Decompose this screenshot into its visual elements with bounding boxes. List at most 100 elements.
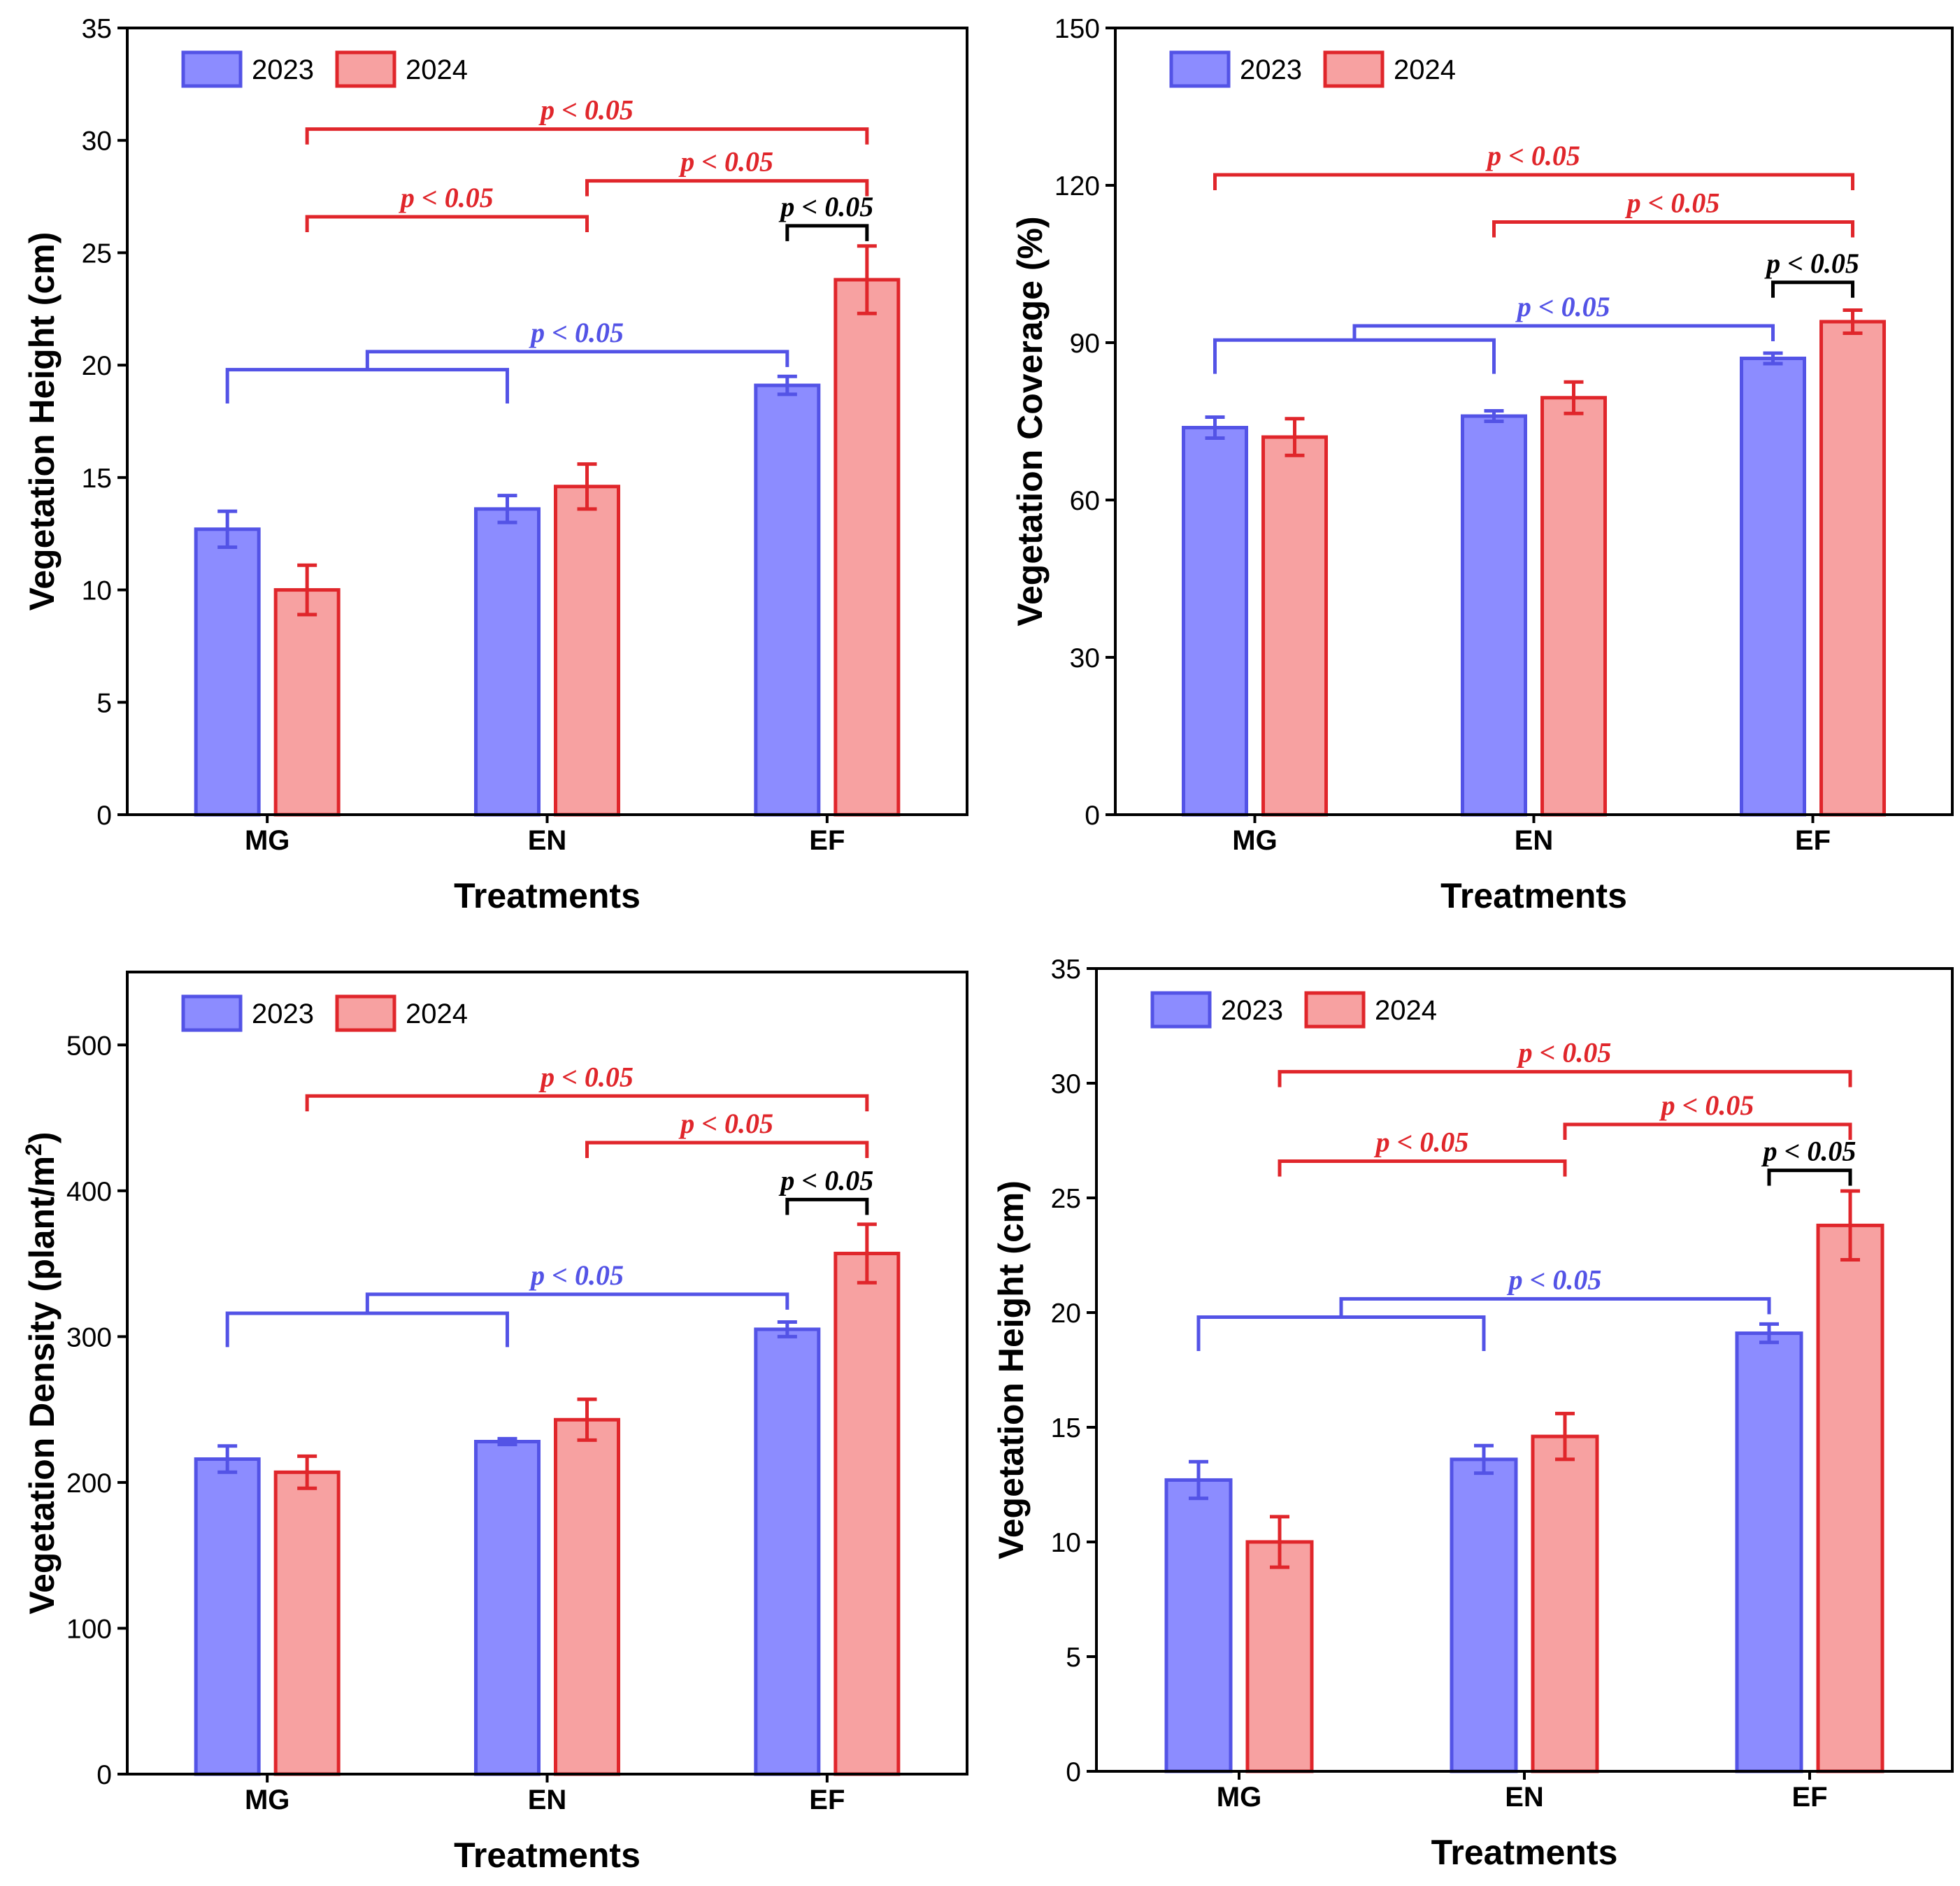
- significance-label: p < 0.05: [1625, 187, 1720, 219]
- x-tick-label-MG: MG: [1217, 1782, 1261, 1813]
- y-tick-label: 10: [1051, 1528, 1081, 1558]
- x-tick-label-MG: MG: [1232, 825, 1277, 856]
- significance-bracket-4: p < 0.05: [1213, 291, 1775, 374]
- y-axis-title-superscript: 2: [21, 1143, 46, 1156]
- legend-swatch-2023: [181, 994, 243, 1032]
- bracket-group-line: [1196, 1315, 1486, 1351]
- error-bar-2023-MG: [1189, 1459, 1208, 1501]
- y-tick-label: 0: [96, 1760, 112, 1790]
- error-bar-2024-EN: [1564, 380, 1584, 415]
- bar-2023-EN: [1461, 414, 1527, 817]
- bar-2023-MG: [1164, 1478, 1233, 1773]
- x-tick-label-MG: MG: [245, 1785, 289, 1815]
- bar-2024-EF: [1819, 320, 1886, 817]
- y-tick-label: 100: [66, 1614, 112, 1644]
- y-tick-label: 15: [82, 464, 112, 494]
- error-bar-2023-EN: [1484, 409, 1504, 423]
- x-tick-label-MG: MG: [245, 825, 289, 856]
- y-axis-title-main: Vegetation Height (cm): [992, 1180, 1031, 1559]
- y-tick-label: 20: [1051, 1299, 1081, 1329]
- y-tick-label: 120: [1054, 171, 1100, 201]
- significance-bracket-2: p < 0.05: [1563, 1090, 1852, 1141]
- error-bar-2024-MG: [297, 563, 317, 617]
- significance-label: p < 0.05: [538, 94, 634, 126]
- legend-swatch-2024: [335, 50, 396, 88]
- legend: 2023 2024: [181, 50, 468, 88]
- x-axis-title: Treatments: [1431, 1833, 1618, 1872]
- y-tick-label: 400: [66, 1177, 112, 1207]
- bracket-line: [305, 127, 869, 145]
- significance-bracket-2: p < 0.05: [585, 146, 869, 197]
- bracket-line: [1278, 1159, 1567, 1177]
- legend-label-2023: 2023: [1221, 995, 1283, 1026]
- y-axis-title: Vegetation Density (plant/m2): [21, 1131, 62, 1614]
- significance-bracket-4: p < 0.05: [778, 191, 873, 241]
- x-tick-label-EN: EN: [1515, 825, 1554, 856]
- bracket-group-line: [225, 368, 509, 403]
- bar-2024-EN: [554, 1417, 620, 1776]
- y-tick-label: 0: [1066, 1757, 1081, 1787]
- significance-bracket-1: p < 0.05: [1213, 140, 1854, 190]
- significance-label: p < 0.05: [678, 146, 773, 178]
- x-tick-label-EN: EN: [528, 1785, 567, 1815]
- y-tick-label: 30: [1070, 643, 1100, 673]
- bracket-line: [1767, 1169, 1852, 1186]
- significance-bracket-2: p < 0.05: [585, 1108, 869, 1158]
- bar-2023-EF: [754, 1327, 821, 1776]
- error-bar-2023-EF: [1759, 1322, 1779, 1345]
- error-bar-2024-EF: [1840, 1189, 1860, 1262]
- chart-panel-1: 0 5 10 15 20 25 30 35 MG EN EF Treatments Vegetation…: [22, 14, 968, 915]
- legend: 2023 2024: [1150, 991, 1437, 1029]
- y-tick-label: 35: [1051, 955, 1081, 985]
- y-tick-label: 200: [66, 1469, 112, 1499]
- significance-bracket-1: p < 0.05: [1278, 1037, 1852, 1087]
- bracket-line: [585, 1141, 869, 1158]
- significance-bracket-1: p < 0.05: [305, 94, 869, 145]
- significance-label: p < 0.05: [1659, 1090, 1754, 1121]
- significance-label: p < 0.05: [399, 182, 494, 213]
- y-tick-label: 5: [1066, 1643, 1081, 1673]
- chart-panel-3: 0 100 200 300 400 500 MG EN EF Treatments Vegetati…: [21, 971, 968, 1875]
- significance-label: p < 0.05: [1761, 1136, 1857, 1167]
- bracket-line: [1278, 1070, 1852, 1087]
- bracket-link-line: [1339, 1296, 1771, 1317]
- legend-label-2024: 2024: [1375, 995, 1437, 1026]
- error-bar-2024-EF: [857, 244, 877, 315]
- bar-2024-MG: [1261, 435, 1328, 817]
- error-bar-2024-EF: [857, 1222, 877, 1285]
- error-bar-2023-EF: [777, 374, 797, 397]
- legend-label-2024: 2024: [1394, 55, 1456, 85]
- bar-2024-MG: [1245, 1540, 1314, 1773]
- error-bar-2024-MG: [297, 1454, 317, 1490]
- x-axis-title: Treatments: [454, 876, 641, 915]
- y-axis-title: Vegetation Height (cm): [992, 1180, 1031, 1559]
- x-axis-title: Treatments: [454, 1836, 641, 1875]
- significance-bracket-5: p < 0.05: [225, 317, 789, 403]
- bar-2023-MG: [194, 1457, 261, 1776]
- y-tick-label: 10: [82, 576, 112, 606]
- error-bar-2023-MG: [217, 509, 238, 549]
- legend-label-2023: 2023: [252, 999, 314, 1029]
- legend-swatch-2024: [335, 994, 396, 1032]
- significance-label: p < 0.05: [778, 191, 873, 222]
- bracket-line: [1563, 1122, 1852, 1141]
- significance-bracket-3: p < 0.05: [778, 1164, 873, 1215]
- error-bar-2024-EN: [577, 462, 597, 511]
- y-tick-label: 25: [82, 238, 112, 269]
- y-axis-title-main: Vegetation Height (cm): [22, 232, 62, 611]
- bracket-group-line: [225, 1311, 509, 1348]
- error-bar-2024-MG: [1285, 417, 1305, 457]
- significance-label: p < 0.05: [778, 1164, 873, 1196]
- significance-label: p < 0.05: [529, 317, 624, 348]
- x-tick-label-EF: EF: [1795, 825, 1831, 856]
- y-tick-label: 30: [1051, 1069, 1081, 1099]
- error-bar-2023-EN: [1474, 1443, 1494, 1476]
- legend-label-2024: 2024: [406, 55, 468, 85]
- significance-label: p < 0.05: [1764, 248, 1859, 279]
- y-tick-label: 500: [66, 1031, 112, 1061]
- y-axis-title: Vegetation Height (cm): [22, 232, 62, 611]
- x-axis-title: Treatments: [1440, 876, 1627, 915]
- y-tick-label: 5: [96, 688, 112, 718]
- bar-2024-EN: [1540, 396, 1607, 817]
